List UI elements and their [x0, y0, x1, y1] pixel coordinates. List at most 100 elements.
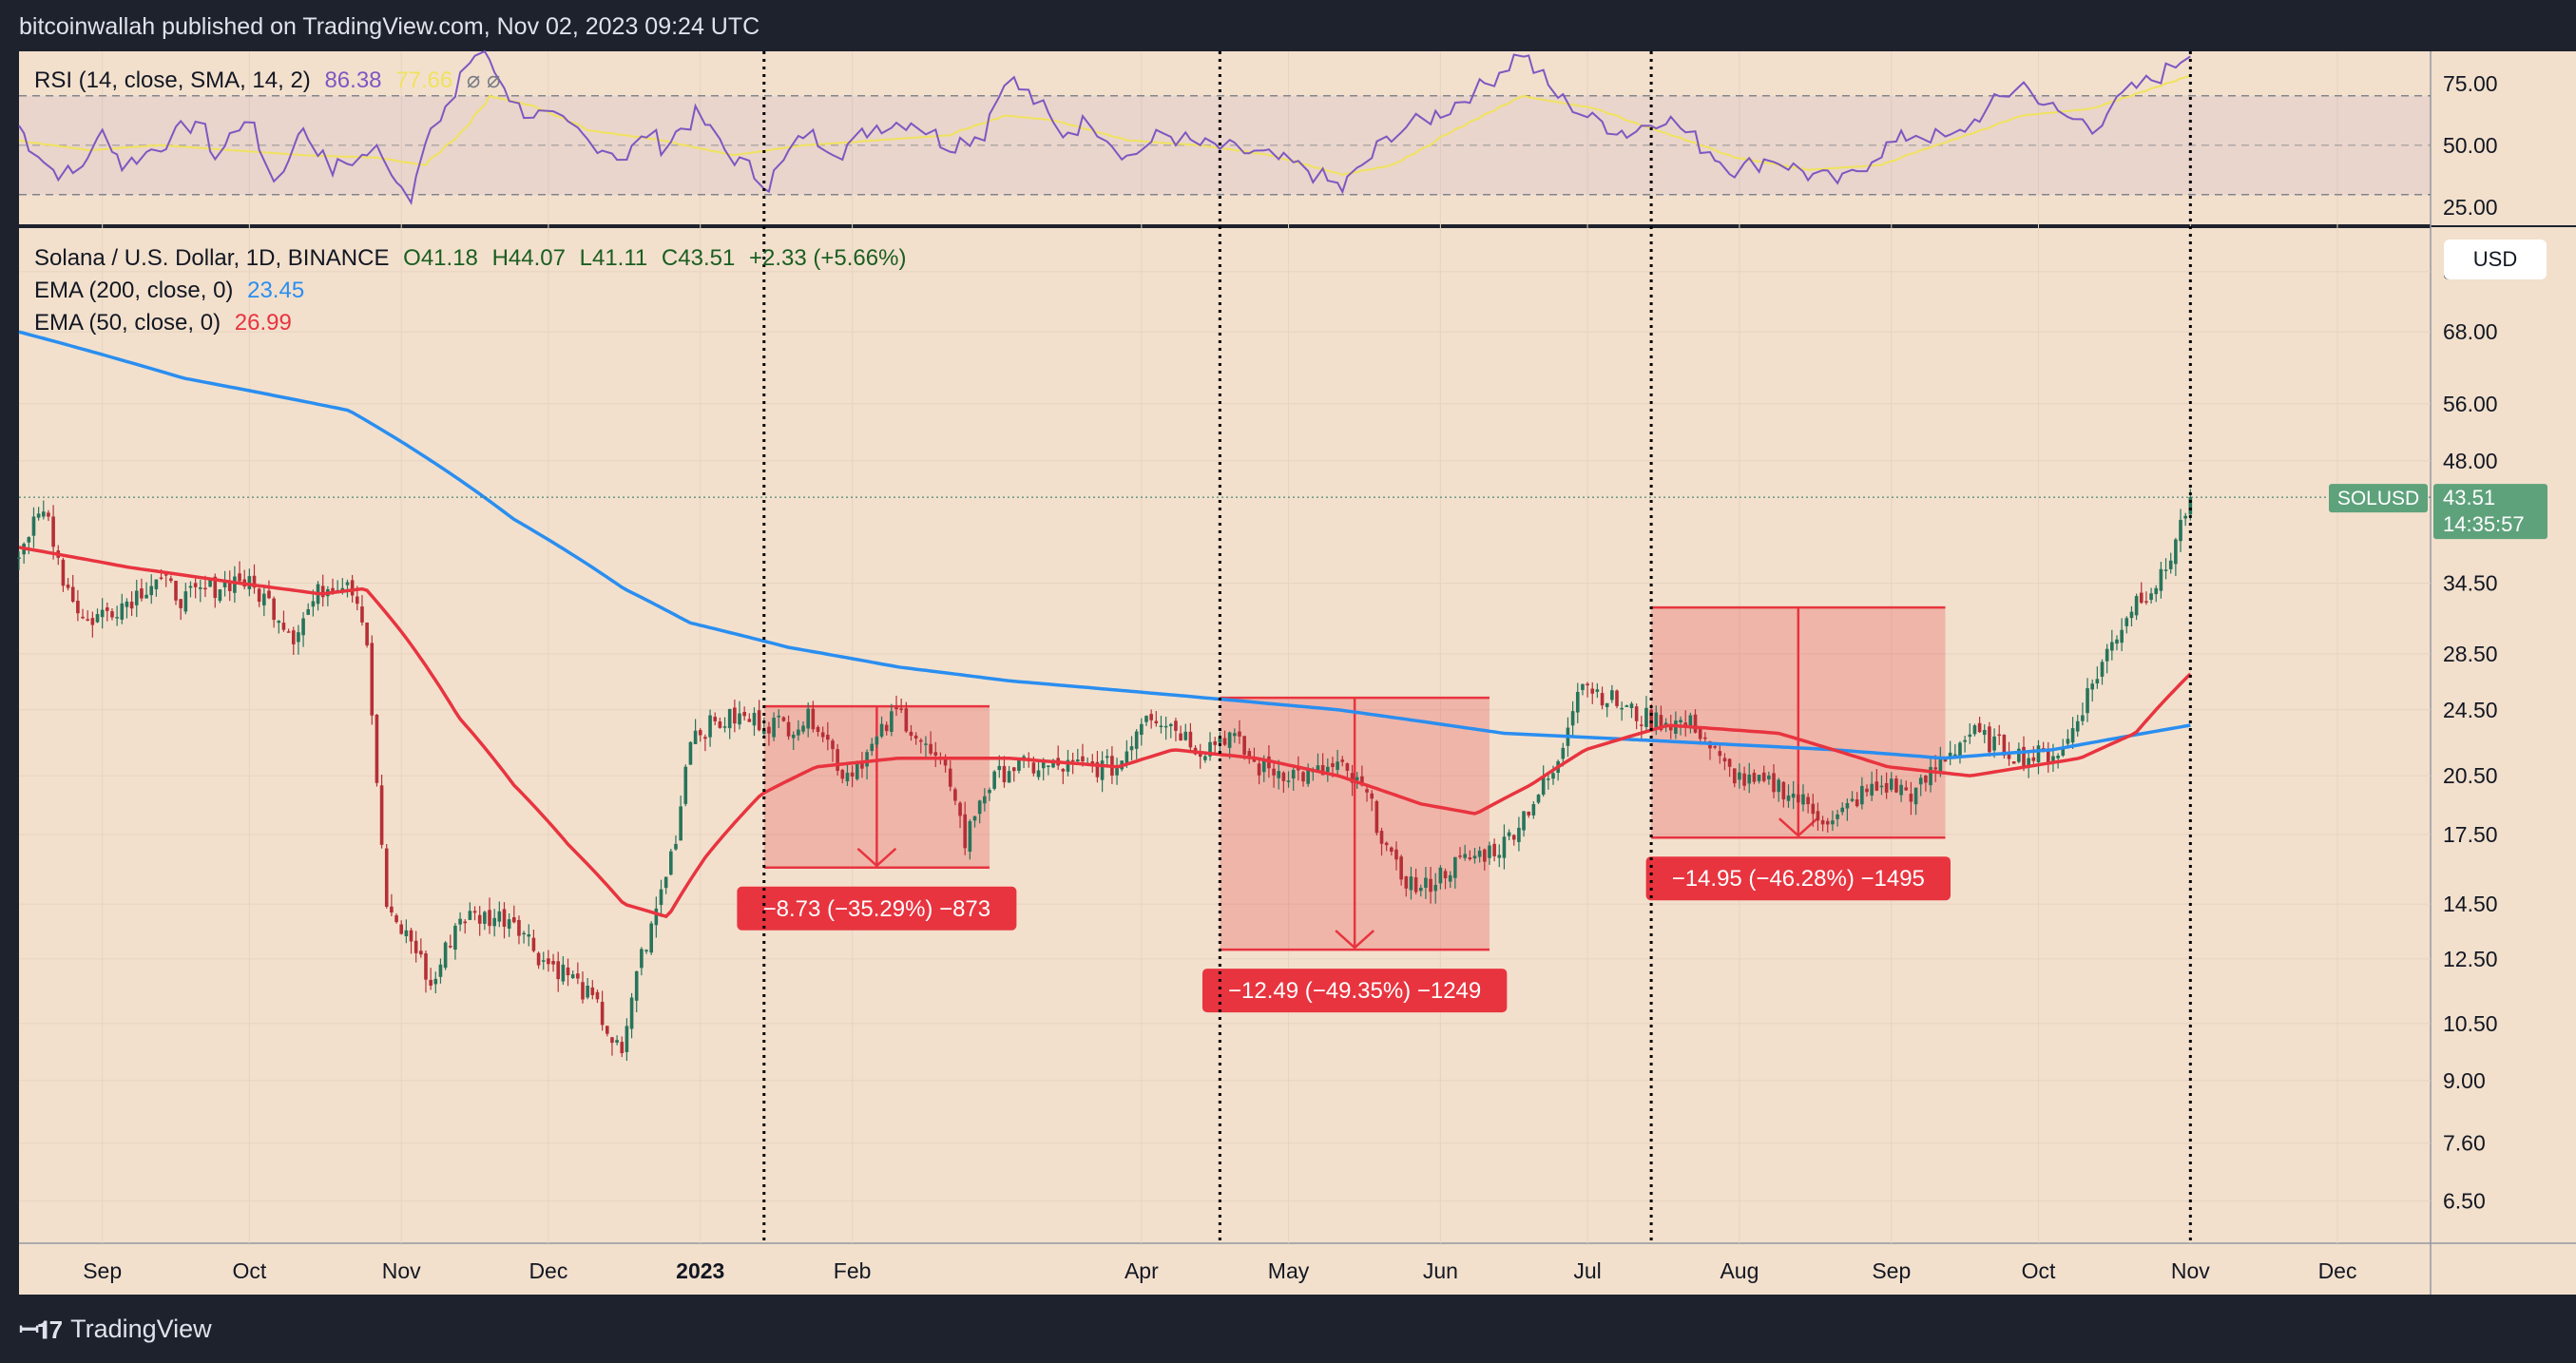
candle — [2095, 666, 2100, 689]
candle — [1972, 723, 1977, 737]
candle — [1375, 799, 1379, 835]
candle — [1379, 827, 1384, 856]
candle — [806, 702, 811, 738]
measure-label-box — [1645, 856, 1951, 901]
candle — [429, 968, 433, 990]
candle — [1909, 781, 1913, 816]
candle — [1977, 717, 1982, 734]
candle — [1140, 718, 1144, 746]
footer-brand-name: TradingView — [70, 1314, 212, 1343]
candle — [1772, 764, 1776, 798]
candle — [1061, 768, 1066, 784]
candle — [2144, 591, 2148, 605]
candle — [1767, 771, 1771, 785]
candle — [483, 911, 487, 931]
candle — [291, 626, 296, 656]
candle — [1340, 756, 1345, 767]
candle — [909, 724, 913, 741]
candle — [2139, 582, 2143, 605]
candle — [1865, 784, 1869, 797]
candle — [409, 927, 413, 954]
candle — [1472, 848, 1477, 864]
candle — [1306, 763, 1310, 787]
candle — [983, 788, 987, 812]
measure-label-box — [737, 886, 1017, 931]
candle — [76, 589, 80, 622]
candle — [1213, 737, 1217, 756]
candle — [777, 709, 781, 729]
y-tick-label: 20.50 — [2443, 763, 2498, 788]
candle — [262, 586, 266, 617]
candle — [1933, 755, 1937, 782]
candle — [2149, 587, 2153, 605]
candle — [708, 709, 712, 747]
x-tick-label: Oct — [2022, 1258, 2056, 1283]
candle — [781, 716, 786, 722]
rsi-y-tick-label: 25.00 — [2443, 195, 2498, 220]
candle — [1179, 725, 1182, 741]
x-tick-label: Sep — [83, 1258, 122, 1283]
candle — [404, 919, 409, 944]
candle — [1918, 774, 1923, 797]
candle — [1218, 731, 1222, 755]
measure-tool-2[interactable]: −12.49 (−49.35%) −1249 — [1201, 696, 1508, 1013]
measure-label-box — [1201, 969, 1508, 1013]
candle — [1629, 701, 1634, 719]
candle — [1639, 716, 1644, 739]
candle — [659, 879, 663, 917]
candle — [556, 951, 561, 992]
candle — [31, 507, 36, 548]
x-tick-label: Oct — [232, 1258, 266, 1283]
candle — [1345, 762, 1350, 780]
candle — [252, 564, 257, 594]
candle — [277, 620, 281, 634]
candle — [306, 603, 311, 616]
candle — [693, 719, 698, 744]
y-tick-label: 17.50 — [2443, 822, 2498, 847]
candle — [870, 738, 875, 757]
ema50-legend-name: EMA (50, close, 0) — [34, 310, 221, 336]
candle — [1159, 716, 1163, 734]
candle — [1168, 722, 1173, 739]
candle — [629, 992, 634, 1039]
candle — [1874, 769, 1879, 792]
candle — [1252, 747, 1257, 762]
candle — [1477, 846, 1482, 863]
ohlc-open: O41.18 — [403, 245, 478, 271]
candle — [1511, 834, 1516, 846]
candle — [233, 566, 237, 604]
candle — [1129, 736, 1134, 760]
candle — [1605, 702, 1609, 718]
measure-tool-1[interactable]: −8.73 (−35.29%) −873 — [737, 704, 1017, 931]
footer-brand[interactable]: ꟷ𝟏7 TradingView — [19, 1312, 212, 1346]
candle — [438, 958, 443, 984]
candle — [840, 768, 845, 784]
candle — [458, 912, 462, 931]
candle — [918, 738, 923, 754]
candle — [610, 1036, 614, 1056]
candle — [884, 721, 889, 736]
rsi-pane[interactable] — [19, 51, 2431, 224]
candle — [174, 580, 178, 605]
candle — [1497, 844, 1502, 868]
candle — [1590, 682, 1595, 704]
candle — [47, 509, 50, 522]
candle — [1286, 771, 1291, 788]
candle — [595, 989, 600, 1004]
candle — [953, 787, 957, 806]
candle — [1581, 683, 1585, 696]
candle — [2154, 585, 2159, 603]
candle — [1174, 718, 1178, 741]
time-axis[interactable] — [19, 1243, 2576, 1295]
candle — [2163, 558, 2168, 580]
candle — [1840, 802, 1845, 816]
candle — [913, 732, 918, 745]
currency-selector[interactable]: USD — [2444, 240, 2547, 279]
candle — [649, 921, 653, 955]
x-tick-label: Nov — [2171, 1258, 2210, 1283]
x-tick-label: Aug — [1720, 1258, 1759, 1283]
candle — [477, 906, 482, 936]
arrow-down-icon — [1778, 817, 1818, 837]
candle — [179, 598, 183, 621]
